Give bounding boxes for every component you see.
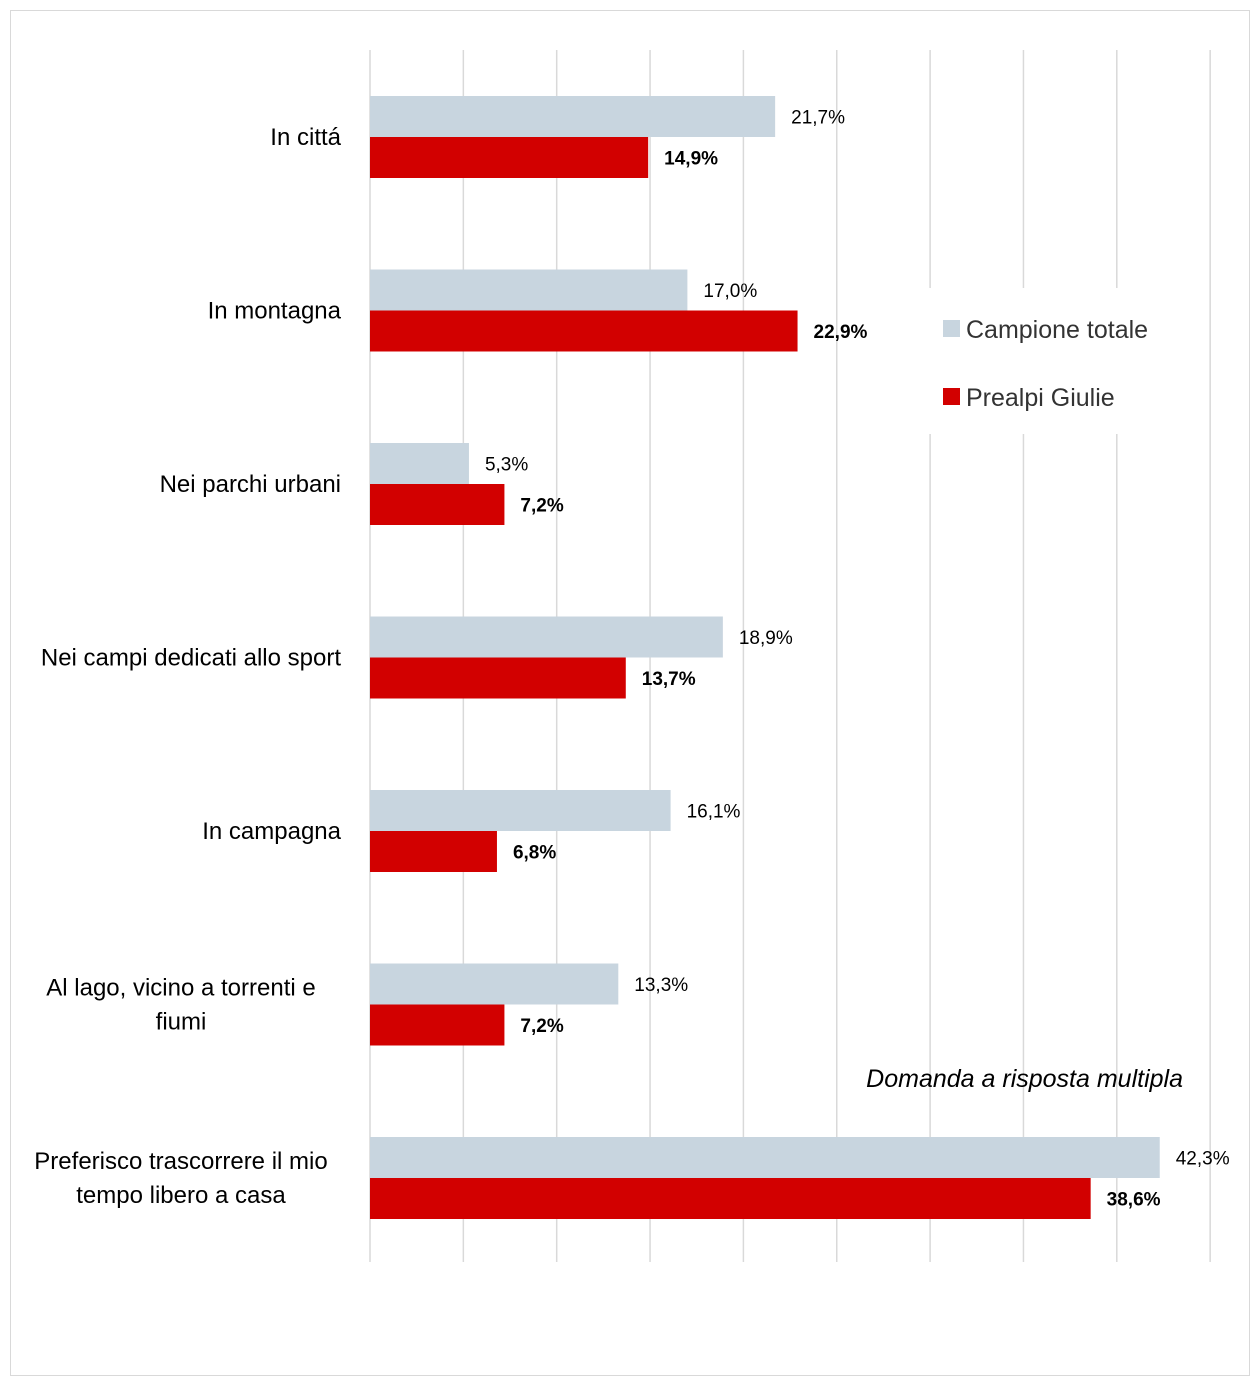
legend: Campione totale Prealpi Giulie [912,288,1192,434]
value-label-prealpi-giulie-in-campagna: 6,8% [513,843,556,864]
bar-campione-totale-nei-campi-dedicati-allo-sport [370,616,723,658]
bar-prealpi-giulie-in-montagna [370,310,798,352]
bar-prealpi-giulie-in-citta [370,137,649,178]
category-labels: In cittá In montagna Nei parchi urbani Nei … [34,124,341,1209]
bar-prealpi-giulie-nei-parchi-urbani [370,484,505,525]
value-label-campione-totale-preferisco-trascorrere-il-mio-tempo-libero-a-casa: 42,3% [1176,1149,1230,1170]
chart-frame [10,10,1250,1376]
category-label-in-montagna: In montagna [208,298,342,325]
bar-prealpi-giulie-al-lago-vicino-a-torrenti-e-fiumi [370,1004,505,1046]
category-label-in-campagna: In campagna [202,818,341,845]
value-label-prealpi-giulie-al-lago-vicino-a-torrenti-e-fiumi: 7,2% [520,1016,563,1037]
bar-campione-totale-in-citta [370,96,776,137]
footnote: Domanda a risposta multipla [866,1065,1183,1093]
value-label-campione-totale-al-lago-vicino-a-torrenti-e-fiumi: 13,3% [634,975,688,996]
gridlines [369,50,1211,1262]
category-label-nei-campi-dedicati-allo-sport: Nei campi dedicati allo sport [41,645,341,672]
value-label-prealpi-giulie-nei-campi-dedicati-allo-sport: 13,7% [642,669,696,690]
bar-campione-totale-in-campagna [370,790,671,831]
bar-prealpi-giulie-in-campagna [370,831,497,872]
legend-swatch-campione-totale [943,320,960,337]
bar-prealpi-giulie-preferisco-trascorrere-il-mio-tempo-libero-a-casa [370,1178,1091,1219]
bars [370,96,1160,1219]
category-label-preferisco-trascorrere-il-mio-tempo-libero-a-casa: Preferisco trascorrere il mio tempo liber… [34,1148,327,1209]
value-label-prealpi-giulie-in-citta: 14,9% [664,149,718,170]
value-label-campione-totale-in-montagna: 17,0% [703,281,757,302]
value-labels: 21,7% 14,9% 17,0% 22,9% 5,3% 7,2% 18,9% 13,7% 16… [485,108,1230,1211]
legend-label-prealpi-giulie: Prealpi Giulie [966,384,1115,412]
value-label-campione-totale-nei-parchi-urbani: 5,3% [485,455,528,476]
category-label-al-lago-vicino-a-torrenti-e-fiumi: Al lago, vicino a torrenti e fiumi [46,975,315,1036]
bar-prealpi-giulie-nei-campi-dedicati-allo-sport [370,657,626,699]
bar-campione-totale-al-lago-vicino-a-torrenti-e-fiumi [370,963,619,1005]
category-label-in-citta: In cittá [270,124,341,151]
value-label-prealpi-giulie-nei-parchi-urbani: 7,2% [520,496,563,517]
legend-label-campione-totale: Campione totale [966,316,1148,344]
legend-background [912,288,1192,434]
category-label-nei-parchi-urbani: Nei parchi urbani [160,471,341,498]
value-label-campione-totale-in-campagna: 16,1% [687,802,741,823]
value-label-campione-totale-nei-campi-dedicati-allo-sport: 18,9% [739,628,793,649]
bar-campione-totale-nei-parchi-urbani [370,443,469,484]
value-label-campione-totale-in-citta: 21,7% [791,108,845,129]
bar-campione-totale-preferisco-trascorrere-il-mio-tempo-libero-a-casa [370,1137,1160,1178]
value-label-prealpi-giulie-in-montagna: 22,9% [814,322,868,343]
legend-swatch-prealpi-giulie [943,388,960,405]
value-label-prealpi-giulie-preferisco-trascorrere-il-mio-tempo-libero-a-casa: 38,6% [1107,1190,1161,1211]
bar-campione-totale-in-montagna [370,269,688,311]
